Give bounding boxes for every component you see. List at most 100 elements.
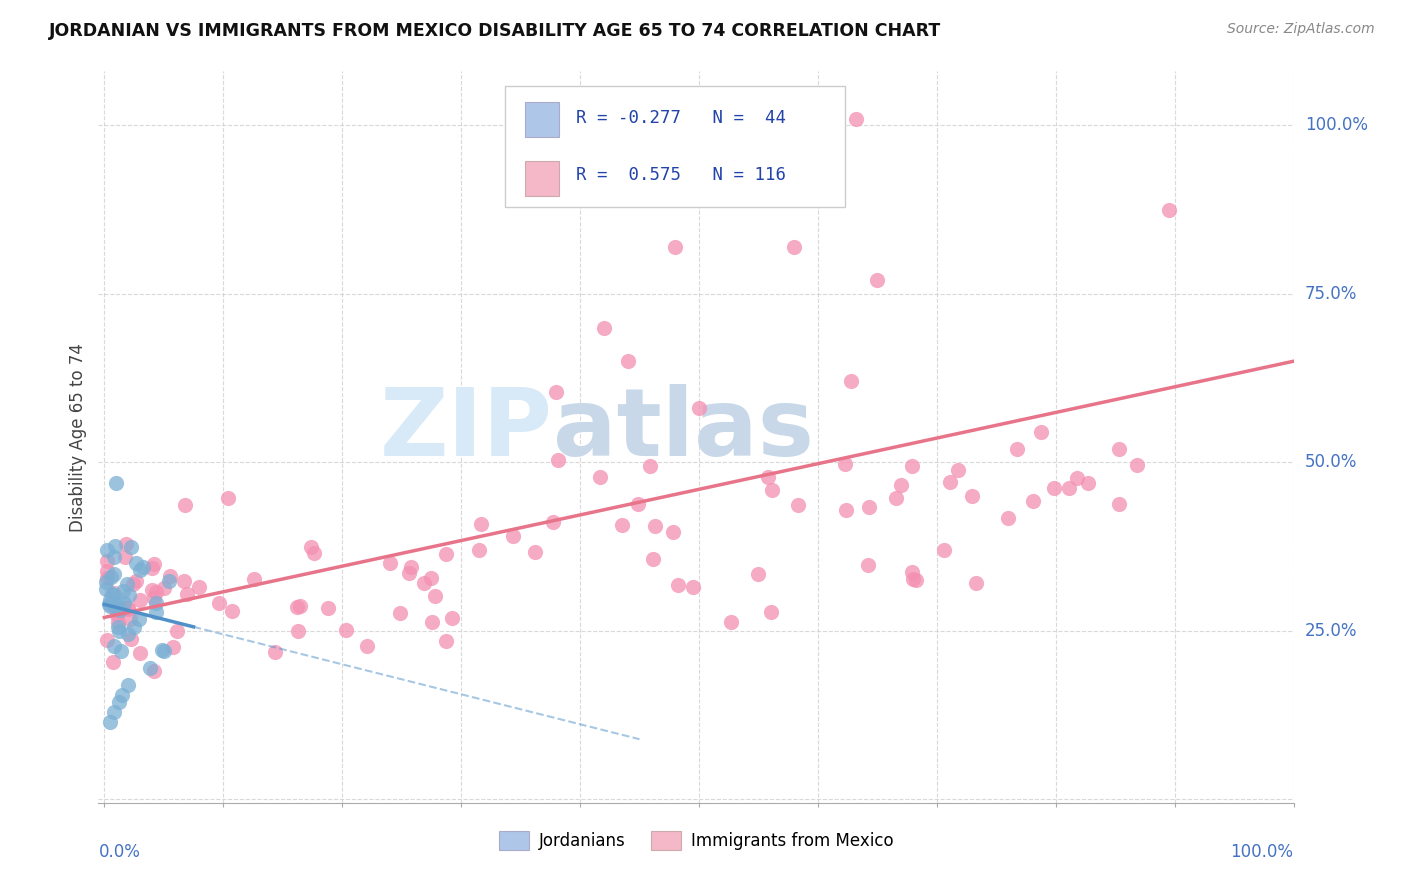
Point bbox=[132, 560, 155, 574]
Point bbox=[502, 529, 524, 543]
Point bbox=[946, 462, 969, 476]
Point bbox=[188, 581, 211, 595]
Point bbox=[688, 401, 710, 416]
Text: 0.0%: 0.0% bbox=[98, 843, 141, 861]
Text: R = -0.277   N =  44: R = -0.277 N = 44 bbox=[576, 109, 786, 127]
Point bbox=[103, 566, 125, 581]
Point bbox=[264, 645, 287, 659]
Point bbox=[105, 608, 128, 623]
Point bbox=[783, 239, 806, 253]
Point bbox=[965, 575, 987, 590]
Text: 25.0%: 25.0% bbox=[1305, 622, 1357, 640]
Point bbox=[107, 695, 129, 709]
Point bbox=[884, 491, 907, 505]
Point bbox=[1043, 481, 1066, 495]
Point bbox=[145, 584, 167, 599]
Point bbox=[117, 576, 139, 591]
Point bbox=[664, 239, 686, 253]
Point bbox=[111, 584, 134, 599]
Point bbox=[129, 563, 152, 577]
Point bbox=[107, 599, 129, 614]
Point bbox=[960, 489, 983, 503]
Point bbox=[142, 591, 165, 605]
Point bbox=[117, 627, 139, 641]
Point bbox=[101, 596, 124, 610]
Point bbox=[720, 615, 742, 629]
Point bbox=[107, 604, 129, 618]
Point bbox=[546, 384, 568, 399]
Point bbox=[434, 547, 457, 561]
Point bbox=[98, 598, 121, 612]
Point bbox=[378, 556, 401, 570]
Point bbox=[100, 587, 122, 601]
Point bbox=[94, 574, 117, 589]
Point bbox=[288, 599, 311, 613]
Point bbox=[141, 561, 163, 575]
Point bbox=[524, 545, 547, 559]
Point bbox=[641, 552, 664, 566]
Text: 100.0%: 100.0% bbox=[1230, 843, 1294, 861]
Point bbox=[159, 569, 181, 583]
Point bbox=[592, 320, 614, 334]
Point bbox=[612, 518, 634, 533]
Point bbox=[117, 601, 139, 615]
Point bbox=[420, 570, 443, 584]
Point bbox=[108, 624, 131, 638]
Y-axis label: Disability Age 65 to 74: Disability Age 65 to 74 bbox=[69, 343, 87, 532]
Point bbox=[468, 542, 491, 557]
Point bbox=[96, 632, 118, 647]
Point bbox=[141, 583, 163, 598]
Point bbox=[128, 646, 150, 660]
Point bbox=[302, 546, 325, 560]
Point bbox=[420, 615, 443, 629]
Point bbox=[834, 457, 856, 471]
Point bbox=[901, 572, 924, 586]
Point bbox=[124, 574, 146, 588]
Point bbox=[103, 588, 125, 602]
Point bbox=[104, 539, 127, 553]
Point bbox=[541, 515, 564, 529]
Point bbox=[627, 497, 650, 511]
Point bbox=[221, 604, 243, 618]
Point bbox=[110, 603, 132, 617]
Point bbox=[162, 640, 184, 654]
Point bbox=[1022, 494, 1045, 508]
Point bbox=[997, 510, 1019, 524]
Point bbox=[176, 587, 198, 601]
Point bbox=[105, 599, 128, 614]
Point bbox=[104, 601, 127, 615]
Point bbox=[890, 477, 912, 491]
Point bbox=[547, 452, 569, 467]
Point bbox=[157, 574, 180, 588]
Text: 50.0%: 50.0% bbox=[1305, 453, 1357, 471]
Point bbox=[841, 374, 863, 388]
Point bbox=[858, 500, 880, 514]
Point bbox=[243, 572, 266, 586]
Point bbox=[905, 574, 928, 588]
Point bbox=[98, 593, 121, 607]
Point bbox=[287, 624, 309, 639]
Point bbox=[107, 620, 129, 634]
Point bbox=[118, 612, 141, 626]
Point bbox=[103, 705, 125, 719]
Point bbox=[122, 620, 145, 634]
Text: ZIP: ZIP bbox=[380, 384, 553, 475]
Point bbox=[98, 599, 121, 614]
Point bbox=[128, 612, 150, 626]
Point bbox=[856, 558, 879, 572]
Point bbox=[939, 475, 962, 490]
Text: JORDANIAN VS IMMIGRANTS FROM MEXICO DISABILITY AGE 65 TO 74 CORRELATION CHART: JORDANIAN VS IMMIGRANTS FROM MEXICO DISA… bbox=[49, 22, 942, 40]
Point bbox=[96, 554, 118, 568]
Point bbox=[1126, 458, 1149, 472]
Point bbox=[114, 537, 136, 551]
Point bbox=[125, 556, 148, 570]
Point bbox=[105, 597, 128, 611]
Text: 100.0%: 100.0% bbox=[1305, 116, 1368, 135]
Point bbox=[616, 354, 638, 368]
Point bbox=[101, 656, 124, 670]
Text: Source: ZipAtlas.com: Source: ZipAtlas.com bbox=[1227, 22, 1375, 37]
Point bbox=[666, 578, 689, 592]
Point bbox=[96, 543, 118, 558]
Point bbox=[866, 273, 889, 287]
Point bbox=[1005, 442, 1028, 456]
